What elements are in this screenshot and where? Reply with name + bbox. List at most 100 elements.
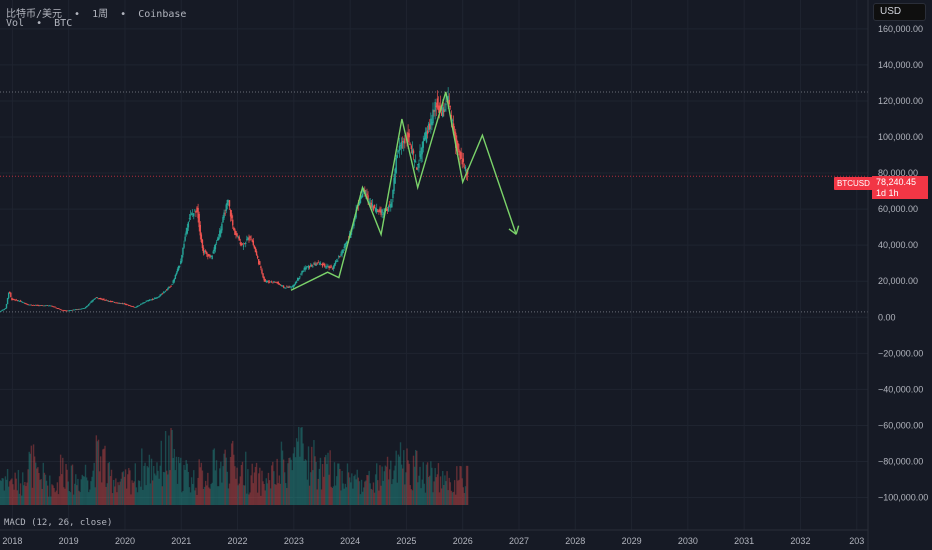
candle-body — [30, 304, 33, 306]
volume-bar — [248, 494, 250, 505]
candle-body — [3, 309, 6, 310]
volume-bar — [59, 454, 62, 505]
candle-body — [123, 303, 126, 305]
candle-body — [188, 218, 191, 219]
volume-bar — [421, 479, 423, 505]
volume-bar — [85, 477, 88, 505]
candle-body — [292, 284, 295, 288]
price-tick-label: 140,000.00 — [878, 60, 923, 70]
candle-body — [254, 247, 257, 253]
candle-body — [136, 305, 139, 307]
candle-body — [78, 308, 80, 310]
candle-body — [459, 151, 461, 160]
time-tick-label: 2019 — [59, 536, 79, 546]
volume-bar — [173, 448, 175, 505]
volume-bar — [18, 493, 21, 505]
volume-bar — [352, 488, 354, 505]
volume-bar — [255, 462, 258, 505]
volume-bar — [363, 487, 365, 505]
candle-body — [5, 303, 8, 309]
candle-body — [67, 310, 69, 312]
macd-legend[interactable]: MACD (12, 26, close) — [4, 518, 113, 528]
volume-bar — [405, 472, 407, 505]
volume-bar — [381, 466, 383, 505]
volume-bar — [38, 472, 40, 505]
volume-bar — [329, 450, 331, 505]
candle-body — [361, 194, 364, 198]
candle-body — [28, 304, 30, 306]
volume-bar — [458, 479, 460, 505]
symbol-legend[interactable]: 比特币/美元 • 1周 • Coinbase — [6, 9, 187, 20]
candle-body — [12, 298, 14, 300]
volume-bar — [312, 470, 314, 505]
volume-bar — [371, 489, 374, 505]
candle-body — [372, 206, 375, 211]
volume-bar — [348, 477, 351, 505]
volume-bar — [2, 478, 4, 505]
candle-body — [134, 307, 137, 308]
volume-bar — [224, 449, 226, 505]
volume-bar — [425, 464, 428, 505]
volume-bar — [201, 470, 204, 505]
candle-body — [300, 273, 302, 275]
volume-bar — [5, 479, 8, 505]
volume-bar — [457, 480, 459, 505]
candle-body — [444, 109, 446, 111]
candle-body — [190, 213, 193, 215]
candle-body — [409, 144, 411, 146]
candle-body — [51, 305, 53, 307]
candle-body — [172, 280, 174, 284]
candle-body — [44, 305, 47, 307]
candle-body — [285, 288, 287, 289]
volume-bar — [207, 472, 209, 505]
volume-legend[interactable]: Vol • BTC — [6, 18, 73, 29]
candle-body — [197, 208, 199, 219]
candle-body — [343, 246, 345, 249]
candle-body — [94, 298, 96, 300]
volume-bar — [19, 483, 22, 505]
currency-button[interactable]: USD — [873, 3, 926, 21]
volume-bar — [299, 456, 301, 505]
candle-body — [341, 250, 343, 255]
time-tick-label: 2020 — [115, 536, 135, 546]
candle-body — [72, 309, 75, 311]
volume-bar — [133, 481, 135, 505]
candle-body — [122, 303, 125, 305]
volume-bar — [0, 479, 1, 505]
candle-body — [373, 204, 376, 209]
volume-bar — [23, 485, 25, 505]
candle-body — [306, 266, 309, 268]
candle-body — [84, 307, 87, 309]
volume-bar — [398, 456, 401, 505]
volume-bar — [184, 469, 186, 505]
volume-bar — [334, 485, 337, 505]
horizontal-lines — [0, 91, 868, 313]
candle-body — [6, 298, 9, 305]
candle-body — [290, 287, 292, 289]
candle-body — [291, 286, 293, 287]
candle-body — [370, 202, 373, 208]
volume-bar — [221, 482, 223, 505]
volume-bar — [39, 479, 41, 505]
volume-bar — [393, 470, 395, 505]
volume-bar — [232, 440, 234, 505]
candle-body — [368, 201, 370, 203]
candle-body — [96, 297, 99, 299]
candle-body — [16, 300, 19, 302]
volume-bar — [26, 482, 28, 505]
volume-bar — [328, 474, 330, 505]
candle-body — [221, 223, 223, 231]
candle-body — [213, 247, 216, 252]
volume-bar — [360, 479, 363, 505]
volume-bar — [103, 448, 105, 505]
volume-bar — [308, 485, 311, 505]
volume-bar — [412, 455, 415, 505]
bar-countdown: 1d 1h — [876, 188, 899, 198]
candle-body — [99, 297, 102, 300]
volume-bar — [84, 464, 87, 505]
candle-body — [211, 255, 213, 260]
volume-bar — [449, 482, 452, 505]
candle-body — [342, 249, 344, 253]
candle-body — [312, 266, 314, 268]
